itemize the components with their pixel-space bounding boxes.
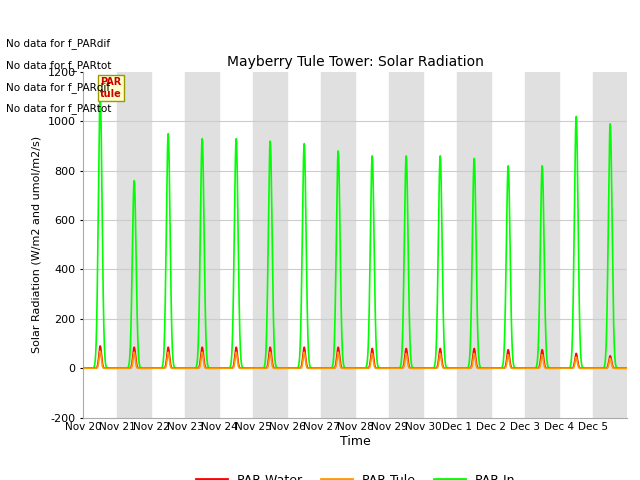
Bar [457,72,492,418]
Bar [321,72,355,418]
Bar [117,72,151,418]
Text: No data for f_PARtot: No data for f_PARtot [6,60,112,71]
Text: No data for f_PARtot: No data for f_PARtot [6,103,112,114]
Bar [185,72,219,418]
X-axis label: Time: Time [340,435,371,448]
Bar [593,72,627,418]
Text: No data for f_PARdif: No data for f_PARdif [6,82,111,93]
Bar [389,72,423,418]
Text: PAR
tule: PAR tule [100,77,122,99]
Bar [525,72,559,418]
Y-axis label: Solar Radiation (W/m2 and umol/m2/s): Solar Radiation (W/m2 and umol/m2/s) [32,136,42,353]
Title: Mayberry Tule Tower: Solar Radiation: Mayberry Tule Tower: Solar Radiation [227,56,484,70]
Bar [253,72,287,418]
Text: No data for f_PARdif: No data for f_PARdif [6,38,111,49]
Legend: PAR Water, PAR Tule, PAR In: PAR Water, PAR Tule, PAR In [191,469,520,480]
